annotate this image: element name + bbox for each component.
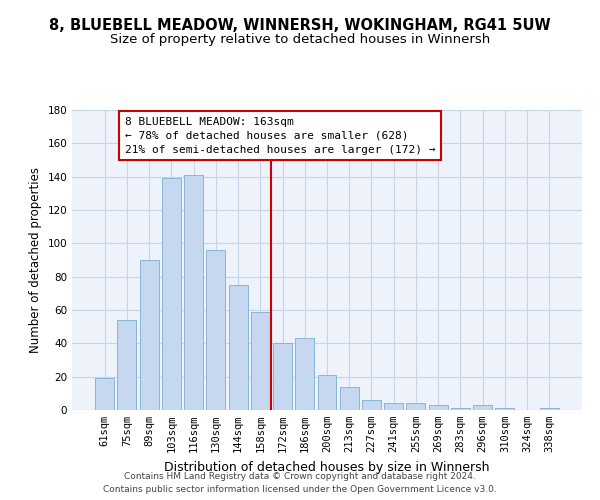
Bar [251,312,270,410]
Bar [206,250,225,410]
Bar [496,408,514,410]
Bar [384,404,403,410]
Bar [406,404,425,410]
Text: 8, BLUEBELL MEADOW, WINNERSH, WOKINGHAM, RG41 5UW: 8, BLUEBELL MEADOW, WINNERSH, WOKINGHAM,… [49,18,551,32]
Text: Size of property relative to detached houses in Winnersh: Size of property relative to detached ho… [110,32,490,46]
Bar [118,320,136,410]
Bar [362,400,381,410]
Bar [473,405,492,410]
Y-axis label: Number of detached properties: Number of detached properties [29,167,42,353]
Text: Contains public sector information licensed under the Open Government Licence v3: Contains public sector information licen… [103,485,497,494]
Bar [140,260,158,410]
Bar [340,386,359,410]
Bar [540,408,559,410]
Bar [429,405,448,410]
Bar [295,338,314,410]
Bar [273,344,292,410]
Text: Contains HM Land Registry data © Crown copyright and database right 2024.: Contains HM Land Registry data © Crown c… [124,472,476,481]
Bar [229,285,248,410]
Bar [162,178,181,410]
Bar [95,378,114,410]
Bar [317,375,337,410]
Text: 8 BLUEBELL MEADOW: 163sqm
← 78% of detached houses are smaller (628)
21% of semi: 8 BLUEBELL MEADOW: 163sqm ← 78% of detac… [125,116,435,154]
Bar [184,175,203,410]
X-axis label: Distribution of detached houses by size in Winnersh: Distribution of detached houses by size … [164,460,490,473]
Bar [451,408,470,410]
